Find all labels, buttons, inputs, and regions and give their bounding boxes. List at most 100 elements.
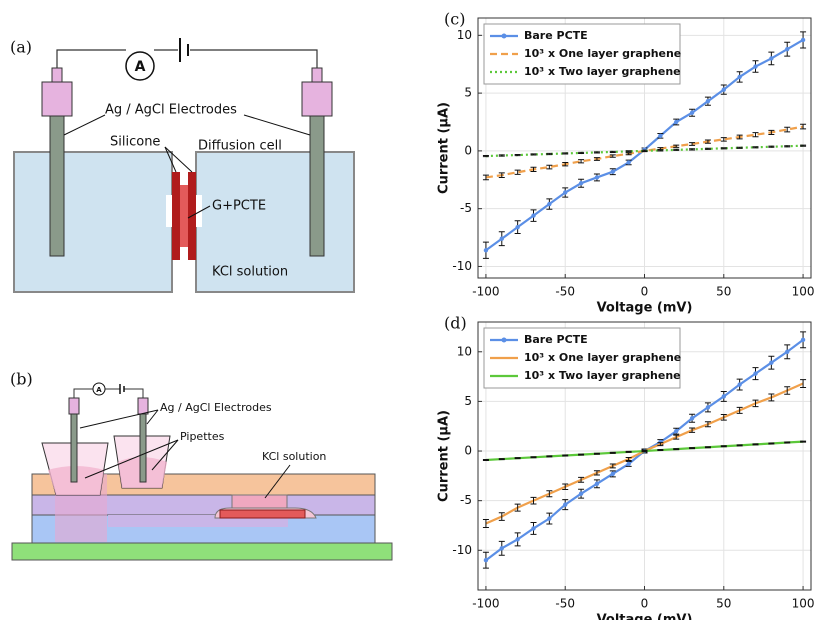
marker — [515, 537, 519, 541]
x-tick-label: 50 — [716, 285, 731, 299]
electrode-cap — [312, 68, 322, 82]
error-bar — [626, 451, 632, 452]
marker — [500, 546, 504, 550]
legend-marker — [502, 34, 507, 39]
x-tick-label: 100 — [792, 597, 815, 611]
error-bar — [737, 445, 743, 446]
marker — [595, 482, 599, 486]
error-bar — [546, 456, 552, 457]
x-tick-label: -100 — [472, 597, 499, 611]
label: KCl solution — [212, 265, 288, 280]
panel-label: (c) — [444, 10, 465, 29]
y-tick-label: 5 — [464, 86, 472, 100]
ammeter-label: A — [135, 59, 146, 75]
error-bar — [753, 444, 759, 445]
x-tick-label: 0 — [641, 597, 649, 611]
marker — [737, 382, 741, 386]
legend-label: 10³ x One layer graphene — [524, 351, 681, 364]
y-tick-label: 10 — [457, 344, 472, 358]
electrode-head — [69, 398, 79, 414]
y-tick-label: -10 — [452, 259, 472, 273]
legend-label: Bare PCTE — [524, 333, 588, 346]
error-bar — [800, 441, 806, 442]
layer-base — [12, 543, 392, 560]
panel-label: (d) — [444, 314, 467, 333]
error-bar — [515, 458, 521, 459]
marker — [706, 405, 710, 409]
marker — [690, 111, 694, 115]
marker — [547, 516, 551, 520]
label: Ag / AgCl Electrodes — [105, 103, 237, 118]
marker — [626, 462, 630, 466]
error-bar — [784, 442, 790, 443]
marker — [674, 429, 678, 433]
x-tick-label: 0 — [641, 285, 649, 299]
legend-marker — [502, 338, 507, 343]
error-bar — [768, 443, 774, 444]
error-bar — [673, 449, 679, 450]
error-bar — [657, 450, 663, 451]
marker — [801, 38, 805, 42]
diagram-a: (a) A Ag / AgCl Electrodes Silicone Diff… — [10, 38, 354, 293]
legend-label: Bare PCTE — [524, 29, 588, 42]
diagram-b: (b) A Ag / AgCl Electrodes Pipettes KCl … — [10, 370, 392, 561]
marker — [484, 248, 488, 252]
label: G+PCTE — [212, 199, 266, 214]
x-axis-label: Voltage (mV) — [597, 613, 693, 620]
membrane — [180, 185, 188, 247]
y-axis-label: Current (μA) — [437, 102, 452, 194]
marker — [769, 360, 773, 364]
y-tick-label: -10 — [452, 543, 472, 557]
marker — [484, 558, 488, 562]
panel-label: (a) — [10, 38, 32, 57]
wire — [74, 389, 93, 398]
error-bar — [689, 448, 695, 449]
label: Diffusion cell — [198, 139, 282, 154]
error-bar — [531, 457, 537, 458]
y-tick-label: 0 — [464, 444, 472, 458]
x-tick-label: 50 — [716, 597, 731, 611]
chart: -10-50510-100-50050100(c)Voltage (mV)Cur… — [437, 10, 815, 316]
marker — [579, 492, 583, 496]
x-tick-label: -50 — [555, 285, 575, 299]
error-bar — [594, 453, 600, 454]
marker — [737, 75, 741, 79]
legend-label: 10³ x One layer graphene — [524, 47, 681, 60]
label: Silicone — [110, 135, 160, 150]
x-tick-label: 100 — [792, 285, 815, 299]
wire — [57, 50, 126, 85]
marker — [611, 169, 615, 173]
error-bar — [642, 451, 648, 452]
cell-left — [14, 152, 172, 292]
electrode-cap — [52, 68, 62, 82]
y-axis-label: Current (μA) — [437, 410, 452, 502]
error-bar — [578, 454, 584, 455]
y-tick-label: 5 — [464, 394, 472, 408]
electrode-head — [138, 398, 148, 414]
error-bar — [610, 452, 616, 453]
marker — [500, 237, 504, 241]
error-bar — [499, 459, 505, 460]
error-bar — [562, 455, 568, 456]
pointer — [64, 115, 105, 135]
figure: (a) A Ag / AgCl Electrodes Silicone Diff… — [0, 0, 819, 620]
marker — [801, 338, 805, 342]
ammeter-label: A — [96, 386, 102, 394]
reservoir — [232, 495, 287, 508]
marker — [658, 134, 662, 138]
marker — [674, 120, 678, 124]
x-axis-label: Voltage (mV) — [597, 301, 693, 316]
marker — [753, 371, 757, 375]
marker — [531, 526, 535, 530]
electrode-rod — [71, 414, 77, 482]
marker — [722, 394, 726, 398]
marker — [690, 416, 694, 420]
y-tick-label: -5 — [460, 201, 472, 215]
x-tick-label: -50 — [555, 597, 575, 611]
electrode-rod — [140, 414, 146, 482]
electrode-rod — [50, 116, 64, 256]
y-tick-label: 0 — [464, 143, 472, 157]
wire — [124, 389, 143, 398]
marker — [785, 350, 789, 354]
pointer — [244, 115, 310, 135]
